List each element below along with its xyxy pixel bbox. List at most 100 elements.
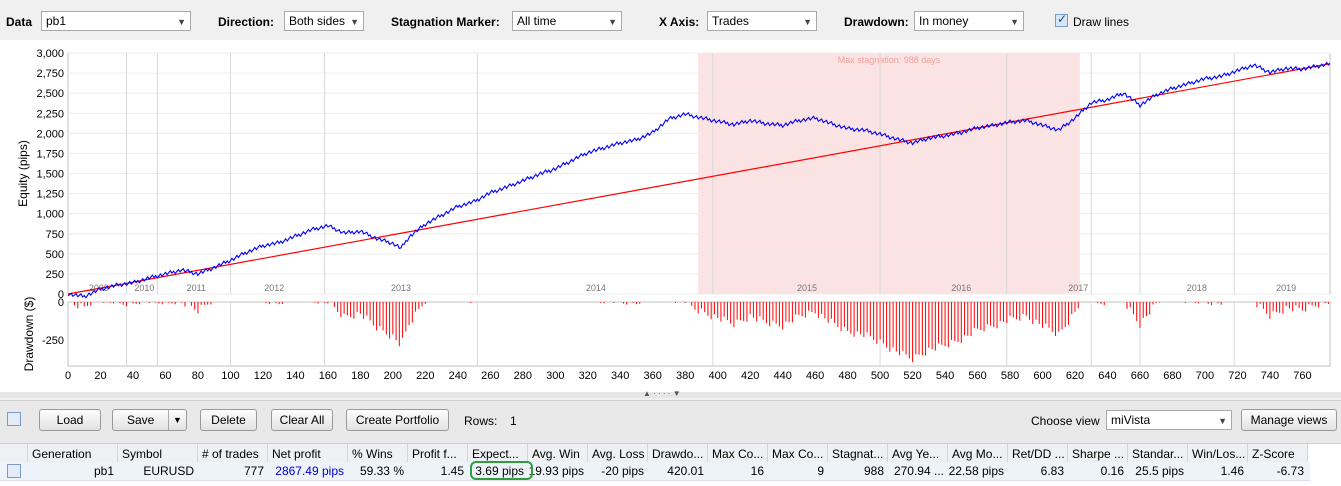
equity-ytick-label: 2,000 bbox=[36, 128, 64, 140]
xtick-label: 480 bbox=[838, 370, 856, 382]
drawdown-axis-label: Drawdown ($) bbox=[22, 297, 36, 372]
draw-lines-checkbox[interactable]: ✓ bbox=[1055, 12, 1068, 27]
table-header-3[interactable]: Net profit bbox=[268, 444, 348, 464]
xtick-label: 180 bbox=[351, 370, 369, 382]
table-cell-9: 420.01 bbox=[667, 464, 704, 478]
table-header-1[interactable]: Symbol bbox=[118, 444, 198, 464]
rows-label: Rows: bbox=[464, 414, 498, 428]
expectancy-highlight bbox=[470, 461, 533, 480]
table-cell-0: pb1 bbox=[93, 464, 114, 478]
xtick-label: 380 bbox=[676, 370, 694, 382]
xtick-label: 220 bbox=[416, 370, 434, 382]
xtick-label: 280 bbox=[514, 370, 532, 382]
table-header-0[interactable]: Generation bbox=[28, 444, 118, 464]
chevron-down-icon: ▼ bbox=[1010, 17, 1019, 27]
xtick-label: 580 bbox=[1001, 370, 1019, 382]
data-select[interactable]: pb1 ▼ bbox=[41, 11, 191, 31]
xtick-label: 560 bbox=[968, 370, 986, 382]
table-header-6[interactable]: Expect... bbox=[468, 444, 528, 464]
manage-views-button[interactable]: Manage views bbox=[1241, 409, 1337, 431]
table-row[interactable] bbox=[0, 462, 1310, 481]
xtick-label: 620 bbox=[1066, 370, 1084, 382]
equity-ytick-label: 1,500 bbox=[36, 169, 64, 181]
direction-select[interactable]: Both sides ▼ bbox=[284, 11, 364, 31]
xtick-label: 540 bbox=[936, 370, 954, 382]
year-label: 2010 bbox=[134, 283, 154, 293]
chevron-down-icon[interactable]: ▼ bbox=[173, 415, 182, 425]
drawdown-ytick-label: -250 bbox=[42, 335, 64, 347]
delete-button[interactable]: Delete bbox=[200, 409, 257, 431]
xtick-label: 20 bbox=[94, 370, 106, 382]
direction-label: Direction: bbox=[218, 15, 275, 29]
table-header-9[interactable]: Drawdo... bbox=[648, 444, 708, 464]
select-all-checkbox[interactable] bbox=[7, 412, 21, 426]
drawdown-select[interactable]: In money ▼ bbox=[914, 11, 1024, 31]
draw-lines-label: Draw lines bbox=[1073, 15, 1130, 29]
xtick-label: 400 bbox=[708, 370, 726, 382]
clear-all-button[interactable]: Clear All bbox=[271, 409, 333, 431]
table-header-12[interactable]: Stagnat... bbox=[828, 444, 888, 464]
table-header-15[interactable]: Ret/DD ... bbox=[1008, 444, 1068, 464]
equity-drawdown-chart: Max stagnation: 988 days 0 250 500 750 1,000 1… bbox=[16, 48, 1331, 382]
create-portfolio-button[interactable]: Create Portfolio bbox=[346, 409, 449, 431]
chevron-down-icon: ▼ bbox=[177, 17, 186, 27]
table-cell-6: 3.69 pips bbox=[475, 464, 524, 478]
row-checkbox[interactable] bbox=[7, 464, 21, 478]
table-header-2[interactable]: # of trades bbox=[198, 444, 268, 464]
table-header-11[interactable]: Max Co... bbox=[768, 444, 828, 464]
table-header-16[interactable]: Sharpe ... bbox=[1068, 444, 1128, 464]
equity-ytick-label: 1,750 bbox=[36, 148, 64, 160]
equity-ytick-label: 3,000 bbox=[36, 48, 64, 60]
table-header-10[interactable]: Max Co... bbox=[708, 444, 768, 464]
table-header-14[interactable]: Avg Mo... bbox=[948, 444, 1008, 464]
save-split-divider bbox=[168, 410, 169, 430]
table-header-18[interactable]: Win/Los... bbox=[1188, 444, 1248, 464]
table-cell-7: 19.93 pips bbox=[528, 464, 584, 478]
chevron-down-icon: ▼ bbox=[350, 17, 359, 27]
data-label: Data bbox=[6, 15, 33, 29]
drawdown-ytick-label: 0 bbox=[58, 297, 64, 309]
xtick-label: 340 bbox=[611, 370, 629, 382]
table-header-13[interactable]: Avg Ye... bbox=[888, 444, 948, 464]
equity-ytick-label: 2,750 bbox=[36, 68, 64, 80]
stagnation-label: Stagnation Marker: bbox=[391, 15, 500, 29]
table-cell-18: 1.46 bbox=[1220, 464, 1244, 478]
equity-ytick-label: 750 bbox=[46, 229, 64, 241]
table-header-4[interactable]: % Wins bbox=[348, 444, 408, 464]
chevron-down-icon: ▼ bbox=[608, 17, 617, 27]
table-header-7[interactable]: Avg. Win bbox=[528, 444, 588, 464]
save-button[interactable]: Save ▼ bbox=[112, 409, 187, 431]
xtick-label: 520 bbox=[903, 370, 921, 382]
xtick-label: 460 bbox=[806, 370, 824, 382]
stagnation-label: Max stagnation: 988 days bbox=[838, 55, 941, 65]
choose-view-label: Choose view bbox=[1031, 414, 1100, 428]
equity-line bbox=[67, 61, 1331, 299]
table-header-5[interactable]: Profit f... bbox=[408, 444, 468, 464]
table-header-8[interactable]: Avg. Loss bbox=[588, 444, 648, 464]
table-cell-14: 22.58 pips bbox=[948, 464, 1004, 478]
stagnation-select[interactable]: All time ▼ bbox=[512, 11, 622, 31]
xtick-label: 640 bbox=[1098, 370, 1116, 382]
table-cell-11: 9 bbox=[817, 464, 824, 478]
year-label: 2019 bbox=[1276, 283, 1296, 293]
xtick-label: 60 bbox=[159, 370, 171, 382]
xtick-label: 720 bbox=[1228, 370, 1246, 382]
table-cell-5: 1.45 bbox=[440, 464, 464, 478]
xaxis-select[interactable]: Trades ▼ bbox=[707, 11, 817, 31]
table-header-19[interactable]: Z-Score bbox=[1248, 444, 1308, 464]
xtick-label: 120 bbox=[254, 370, 272, 382]
drawdown-label: Drawdown: bbox=[844, 15, 909, 29]
table-header-17[interactable]: Standar... bbox=[1128, 444, 1188, 464]
direction-select-value: Both sides bbox=[289, 14, 346, 28]
view-select[interactable]: miVista ▼ bbox=[1106, 410, 1232, 430]
xtick-label: 40 bbox=[127, 370, 139, 382]
year-label: 2016 bbox=[951, 283, 971, 293]
load-button[interactable]: Load bbox=[39, 409, 101, 431]
splitter[interactable]: ▲ · · · · ▼ bbox=[0, 389, 1341, 398]
year-label: 2014 bbox=[586, 283, 606, 293]
xtick-label: 240 bbox=[449, 370, 467, 382]
xtick-label: 660 bbox=[1131, 370, 1149, 382]
table-cell-13: 270.94 ... bbox=[893, 464, 944, 478]
year-label: 2015 bbox=[797, 283, 817, 293]
equity-ytick-label: 2,500 bbox=[36, 88, 64, 100]
